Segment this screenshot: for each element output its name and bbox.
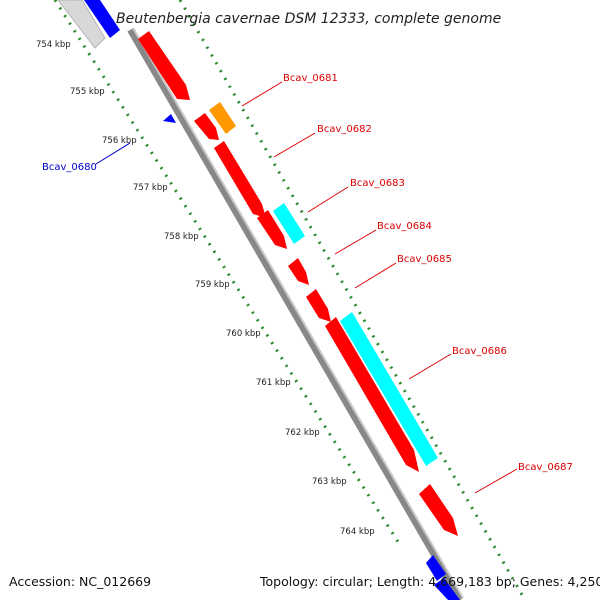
kbp-label: 764 kbp <box>340 527 375 537</box>
gene-shape-bcav-0683[interactable] <box>214 141 266 218</box>
gene-label-bcav-0685[interactable]: Bcav_0685 <box>397 254 452 265</box>
kbp-label: 754 kbp <box>36 40 71 50</box>
kbp-label: 756 kbp <box>102 136 137 146</box>
leader-bcav-0680 <box>95 142 131 165</box>
inner-dotted-line <box>178 0 527 600</box>
backbone-top-segment <box>57 0 106 49</box>
kbp-label: 762 kbp <box>285 428 320 438</box>
kbp-label: 760 kbp <box>226 329 261 339</box>
gene-shape-top-blue[interactable] <box>84 0 120 38</box>
gene-shape-cyan-small[interactable] <box>273 203 305 244</box>
gene-shape-bcav-0684[interactable] <box>257 210 287 249</box>
gene-shape-bcav-0686-red[interactable] <box>325 317 419 472</box>
kbp-label: 763 kbp <box>312 477 347 487</box>
genome-summary-text: Topology: circular; Length: 4,669,183 bp… <box>259 574 600 589</box>
gene-label-bcav-0680[interactable]: Bcav_0680 <box>42 162 97 173</box>
gene-shape-orange[interactable] <box>209 102 236 134</box>
leader-bcav-0681 <box>241 81 283 107</box>
gene-label-bcav-0687[interactable]: Bcav_0687 <box>518 462 573 473</box>
accession-text: Accession: NC_012669 <box>9 574 151 589</box>
gene-shape-bcav-0680[interactable] <box>163 114 176 123</box>
gene-label-bcav-0683[interactable]: Bcav_0683 <box>350 178 405 189</box>
gene-shape-bottom-blue[interactable] <box>426 555 446 581</box>
backbone <box>127 27 464 600</box>
gene-shape-small-red[interactable] <box>306 289 331 322</box>
gene-shape-bcav-0687[interactable] <box>419 484 458 536</box>
kbp-label: 759 kbp <box>195 280 230 290</box>
leader-bcav-0687 <box>474 468 518 494</box>
gene-shape-bcav-0681[interactable] <box>138 31 190 100</box>
kbp-label: 761 kbp <box>256 378 291 388</box>
gene-label-bcav-0682[interactable]: Bcav_0682 <box>317 124 372 135</box>
leader-bcav-0683 <box>307 186 349 213</box>
gene-shape-bcav-0685[interactable] <box>288 258 309 285</box>
gene-label-bcav-0686[interactable]: Bcav_0686 <box>452 346 507 357</box>
kbp-label: 755 kbp <box>70 87 105 97</box>
leader-bcav-0682 <box>273 132 316 158</box>
leader-bcav-0685 <box>354 262 397 289</box>
gene-shape-bottom-blue-2[interactable] <box>434 578 460 600</box>
gene-label-bcav-0684[interactable]: Bcav_0684 <box>377 221 432 232</box>
gene-shape-bcav-0682[interactable] <box>194 113 219 140</box>
kbp-label: 757 kbp <box>133 183 168 193</box>
outer-dotted-line <box>53 0 402 546</box>
gene-label-bcav-0681[interactable]: Bcav_0681 <box>283 73 338 84</box>
leader-bcav-0686 <box>408 353 452 380</box>
map-title: Beutenbergia cavernae DSM 12333, complet… <box>116 11 501 27</box>
gene-shape-cyan-long[interactable] <box>340 312 438 466</box>
leader-bcav-0684 <box>334 229 377 255</box>
kbp-label: 758 kbp <box>164 232 199 242</box>
